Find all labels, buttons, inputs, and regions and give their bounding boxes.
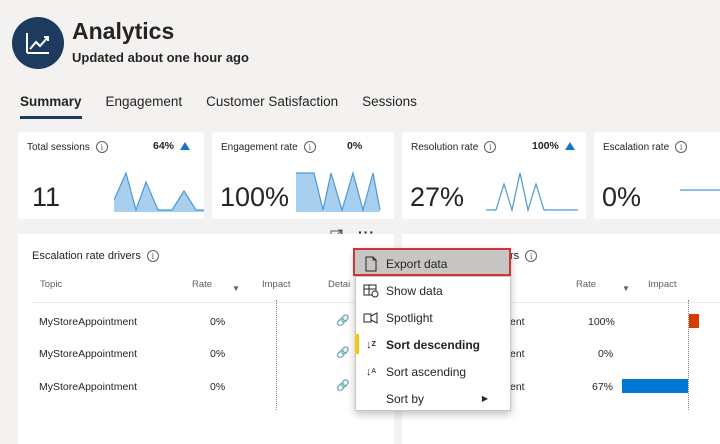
tab-bar: Summary Engagement Customer Satisfaction… bbox=[20, 94, 441, 119]
sparkline bbox=[680, 189, 720, 191]
info-icon[interactable]: i bbox=[484, 141, 497, 153]
col-header-rate[interactable]: Rate bbox=[192, 279, 213, 290]
context-menu: Export data Show data Spotlight ↓ Z Sort … bbox=[353, 248, 511, 411]
table-row-topic[interactable]: MyStoreAppointment bbox=[39, 316, 138, 328]
header: Analytics Updated about one hour ago Sum… bbox=[0, 0, 720, 127]
col-header-impact[interactable]: Impact bbox=[648, 279, 677, 290]
sort-descending-icon: ↓ Z bbox=[366, 338, 376, 351]
kpi-label: Escalation rate i bbox=[603, 141, 688, 153]
tab-summary[interactable]: Summary bbox=[20, 94, 82, 119]
sort-down-icon[interactable]: ▼ bbox=[622, 284, 630, 293]
sort-ascending-icon: ↓ A bbox=[365, 365, 377, 378]
impact-bar bbox=[622, 379, 688, 393]
info-icon[interactable]: i bbox=[303, 141, 316, 153]
kpi-card-resolution-rate[interactable]: Resolution rate i 100% 27% bbox=[402, 132, 586, 219]
header-divider bbox=[510, 302, 720, 303]
kpi-label: Engagement rate i bbox=[221, 141, 316, 153]
col-header-details[interactable]: Detai bbox=[328, 279, 351, 290]
tab-engagement[interactable]: Engagement bbox=[105, 94, 183, 109]
info-icon[interactable]: i bbox=[95, 141, 108, 153]
kpi-change: 0% bbox=[347, 140, 363, 152]
kpi-change: 64% bbox=[153, 140, 191, 152]
col-header-rate[interactable]: Rate bbox=[576, 279, 597, 290]
menu-item-sort-by[interactable]: Sort by ▶ bbox=[386, 391, 488, 406]
table-row-rate: 0% bbox=[210, 348, 226, 360]
escalation-drivers-panel: Escalation rate drivers i Topic Rate ▼ Im… bbox=[18, 234, 394, 444]
info-icon[interactable]: i bbox=[675, 141, 688, 153]
kpi-card-escalation-rate[interactable]: Escalation rate i 0% bbox=[594, 132, 720, 219]
kpi-value: 27% bbox=[410, 182, 465, 212]
table-row-rate: 67% bbox=[592, 381, 614, 393]
table-view-icon bbox=[363, 284, 379, 297]
app-title: Analytics bbox=[72, 18, 175, 44]
menu-item-spotlight[interactable]: Spotlight bbox=[356, 304, 510, 331]
impact-bar bbox=[689, 314, 699, 328]
kpi-change: 100% bbox=[532, 140, 575, 152]
kpi-value: 0% bbox=[602, 182, 642, 212]
trend-up-icon bbox=[564, 142, 575, 150]
sparkline bbox=[296, 170, 381, 212]
kpi-card-total-sessions[interactable]: Total sessions i 64% 11 bbox=[18, 132, 204, 219]
chevron-right-icon: ▶ bbox=[481, 394, 488, 403]
link-icon[interactable]: 🔗 bbox=[336, 315, 350, 327]
app-logo bbox=[12, 17, 64, 69]
kpi-label: Total sessions i bbox=[27, 141, 108, 153]
sort-down-icon[interactable]: ▼ bbox=[232, 284, 240, 293]
sparkline bbox=[114, 171, 204, 212]
menu-item-export-data[interactable]: Export data bbox=[353, 248, 511, 277]
col-header-impact[interactable]: Impact bbox=[262, 279, 291, 290]
spotlight-icon bbox=[363, 311, 378, 324]
trend-line-icon bbox=[26, 33, 49, 54]
last-updated: Updated about one hour ago bbox=[72, 50, 249, 65]
impact-zero-line bbox=[276, 300, 277, 410]
menu-item-sort-ascending[interactable]: ↓ A Sort ascending bbox=[356, 358, 510, 385]
highlight-box bbox=[353, 248, 511, 276]
header-divider bbox=[32, 302, 372, 303]
trend-up-icon bbox=[180, 142, 191, 150]
menu-item-sort-descending[interactable]: ↓ Z Sort descending bbox=[355, 331, 510, 358]
link-icon[interactable]: 🔗 bbox=[336, 347, 350, 359]
table-row-rate: 0% bbox=[210, 381, 226, 393]
table-row-rate: 0% bbox=[598, 348, 614, 360]
table-row-topic[interactable]: ent bbox=[510, 348, 525, 360]
export-file-icon bbox=[365, 256, 377, 271]
info-icon[interactable]: i bbox=[146, 250, 159, 262]
kpi-card-engagement-rate[interactable]: Engagement rate i 0% 100% bbox=[212, 132, 394, 219]
link-icon[interactable]: 🔗 bbox=[336, 380, 350, 392]
col-header-topic[interactable]: Topic bbox=[40, 279, 63, 290]
tab-customer-satisfaction[interactable]: Customer Satisfaction bbox=[206, 94, 339, 109]
panel-title: Escalation rate drivers i bbox=[32, 250, 159, 262]
table-row-topic[interactable]: ent bbox=[510, 316, 525, 328]
kpi-value: 100% bbox=[220, 182, 290, 212]
impact-zero-line bbox=[688, 300, 689, 410]
sparkline bbox=[486, 172, 578, 212]
kpi-label: Resolution rate i bbox=[411, 141, 497, 153]
kpi-value: 11 bbox=[32, 182, 61, 212]
menu-item-show-data[interactable]: Show data bbox=[356, 277, 510, 304]
table-row-rate: 0% bbox=[210, 316, 226, 328]
table-row-topic[interactable]: ent bbox=[510, 381, 525, 393]
info-icon[interactable]: i bbox=[525, 250, 538, 262]
tab-sessions[interactable]: Sessions bbox=[362, 94, 417, 109]
panel-title: rs i bbox=[510, 250, 538, 262]
table-row-topic[interactable]: MyStoreAppointment bbox=[39, 348, 138, 360]
active-indicator bbox=[355, 334, 359, 354]
table-row-rate: 100% bbox=[588, 316, 615, 328]
table-row-topic[interactable]: MyStoreAppointment bbox=[39, 381, 138, 393]
